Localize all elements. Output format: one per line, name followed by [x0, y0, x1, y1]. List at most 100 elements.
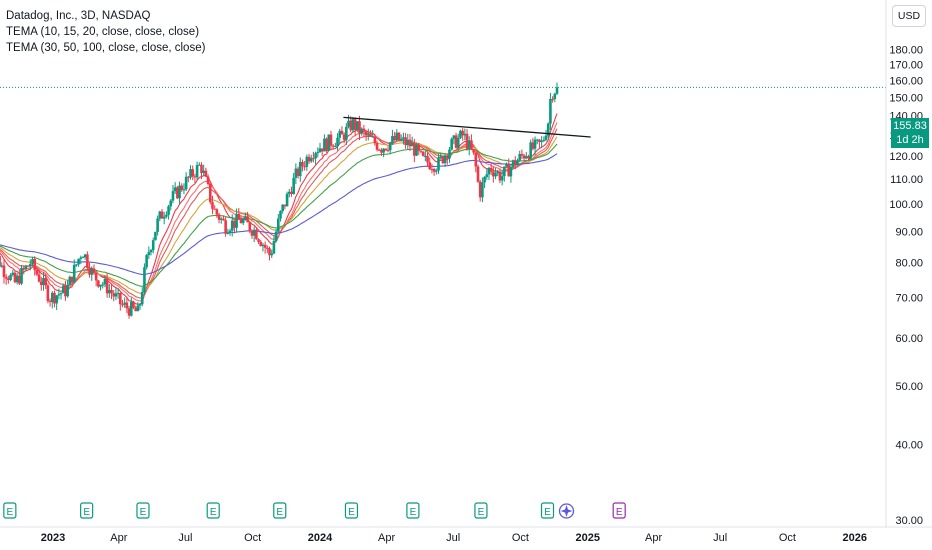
- candle-body: [176, 187, 179, 199]
- candle-body: [454, 135, 458, 148]
- candle-body: [70, 276, 74, 283]
- earnings-marker[interactable]: E: [612, 502, 626, 519]
- candle-body: [112, 293, 116, 297]
- candle-body: [456, 137, 460, 148]
- candle-body: [241, 219, 245, 224]
- earnings-marker[interactable]: E: [474, 502, 488, 519]
- tema-line: [0, 122, 558, 302]
- candle-body: [555, 87, 559, 94]
- candle-body: [325, 138, 328, 151]
- candle-body: [127, 308, 131, 316]
- candle-body: [377, 149, 381, 151]
- candle-body: [472, 149, 475, 153]
- candle-body: [544, 135, 548, 140]
- resistance-trendline[interactable]: [343, 116, 591, 138]
- candle-body: [208, 183, 212, 203]
- candle-body: [527, 156, 530, 159]
- indicator-legend-tema-slow[interactable]: TEMA (30, 50, 100, close, close, close): [6, 42, 206, 54]
- candle-body: [169, 200, 173, 207]
- candle-body: [323, 138, 326, 152]
- candle-body: [452, 135, 456, 139]
- candle-body: [125, 302, 129, 309]
- candle-body: [476, 166, 480, 182]
- candle-body: [489, 167, 493, 172]
- candle-body: [402, 137, 405, 139]
- earnings-marker[interactable]: E: [344, 502, 359, 519]
- candle-body: [318, 148, 322, 153]
- candle-body: [511, 160, 515, 167]
- candle-body: [105, 278, 109, 294]
- candle-body: [303, 166, 306, 168]
- candle-body: [439, 156, 442, 158]
- star-burst-icon[interactable]: [558, 503, 575, 519]
- earnings-marker[interactable]: E: [136, 502, 150, 519]
- candle-body: [465, 133, 469, 149]
- candle-body: [68, 276, 72, 286]
- candle-body: [393, 136, 396, 141]
- earnings-marker[interactable]: E: [80, 502, 94, 519]
- symbol-title[interactable]: Datadog, Inc., 3D, NASDAQ: [6, 10, 151, 22]
- time-axis[interactable]: 2023 Apr Jul Oct 2024 Apr Jul Oct 2025 Apr Jul Oct 2…: [0, 526, 932, 544]
- candle-body: [35, 269, 39, 275]
- candle-body: [437, 157, 440, 171]
- candle-body: [20, 267, 23, 284]
- candle-body: [364, 131, 368, 136]
- candle-body: [296, 168, 300, 177]
- candle-body: [485, 174, 489, 178]
- candle-body: [2, 265, 6, 278]
- y-tick-label: 110.00: [890, 174, 923, 186]
- candle-body: [29, 263, 32, 267]
- svg-text:E: E: [83, 507, 90, 518]
- candle-body: [270, 253, 274, 256]
- earnings-marker[interactable]: E: [540, 502, 555, 519]
- candle-body: [222, 218, 225, 221]
- currency-button[interactable]: USD: [892, 5, 926, 27]
- candle-body: [450, 138, 453, 150]
- candle-body: [165, 214, 168, 217]
- candle-body: [145, 255, 148, 268]
- candle-body: [173, 187, 177, 192]
- candle-body: [151, 240, 155, 251]
- candle-body: [406, 139, 410, 146]
- y-tick-label: 150.00: [889, 92, 923, 104]
- earnings-marker[interactable]: E: [3, 502, 17, 519]
- indicator-legend-tema-fast[interactable]: TEMA (10, 15, 20, close, close, close): [6, 26, 200, 38]
- earnings-marker[interactable]: E: [206, 502, 220, 519]
- earnings-marker[interactable]: E: [406, 502, 420, 519]
- candle-body: [369, 134, 372, 137]
- y-tick-label: 40.00: [895, 439, 923, 451]
- candle-body: [351, 119, 355, 131]
- candle-body: [518, 153, 522, 161]
- chart-legend: Datadog, Inc., 3D, NASDAQ TEMA (10, 15, …: [6, 8, 205, 56]
- candle-body: [228, 230, 232, 233]
- candle-body: [140, 291, 144, 305]
- tema-line: [0, 153, 558, 276]
- earnings-marker[interactable]: E: [273, 502, 287, 519]
- candle-body: [538, 139, 541, 143]
- candle-body: [366, 134, 370, 136]
- candle-body: [248, 222, 252, 231]
- candle-body: [459, 130, 462, 138]
- candle-body: [395, 132, 399, 141]
- candle-body: [331, 145, 335, 147]
- y-tick-label: 50.00: [895, 381, 923, 393]
- candle-body: [57, 294, 61, 296]
- candle-body: [274, 231, 278, 242]
- candle-body: [189, 169, 192, 178]
- candle-body: [309, 158, 313, 162]
- y-tick-label: 100.00: [889, 199, 923, 211]
- trendline-layer[interactable]: [0, 86, 886, 138]
- candle-body: [22, 267, 26, 270]
- candle-body: [314, 153, 317, 159]
- candle-body: [487, 167, 491, 175]
- candle-body: [349, 120, 353, 131]
- price-axis[interactable]: 30.00 40.00 50.00 60.00 70.00 80.00 90.00 100.0…: [885, 0, 932, 550]
- candle-body: [507, 163, 511, 177]
- candle-body: [373, 136, 377, 144]
- candle-body: [239, 219, 243, 224]
- candle-body: [384, 148, 388, 151]
- candle-body: [283, 204, 287, 207]
- candle-body: [441, 156, 445, 164]
